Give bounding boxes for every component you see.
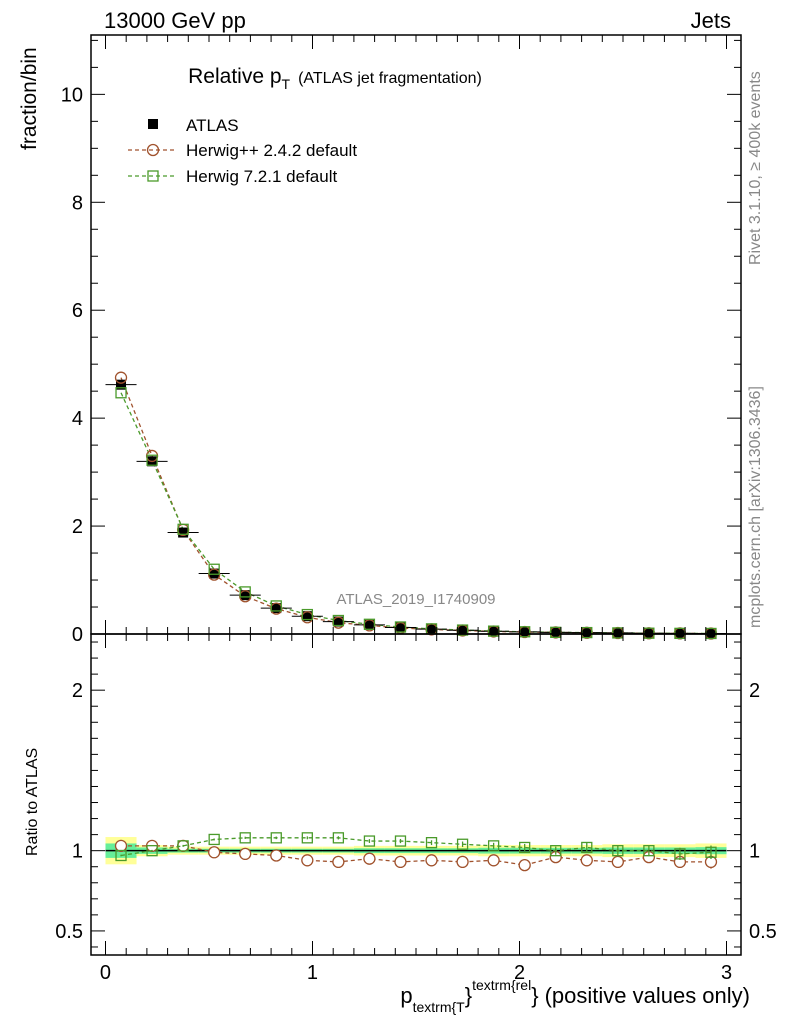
herwig7-point-2 [177,523,189,535]
herwig7-point-0 [115,387,127,399]
herwig7-point-6 [301,608,313,621]
ratio-herwig7-point-0 [115,849,127,862]
ratio-herwig7-point-10 [425,837,438,849]
herwig7-point-1 [146,454,158,466]
ratio-herwig7-point-6 [301,832,313,844]
ratio-ytick-label-right-0: 0.5 [749,921,777,943]
atlas-point-15 [581,627,592,638]
ratio-herwig7-point-14 [550,845,562,857]
analysis-watermark: ATLAS_2019_I1740909 [336,591,495,608]
ratio-herwigpp-point-3 [208,846,221,859]
ratio-herwig7-point-4 [239,832,251,844]
legend-herwig7-marker [147,170,159,182]
header-energy: 13000 GeV pp [104,8,246,33]
mcplots-label: mcplots.cern.ch [arXiv:1306.3436] [747,386,764,628]
atlas-point-13 [519,626,530,637]
atlas-point-17 [643,628,654,639]
ratio-herwig7-point-16 [612,845,624,857]
atlas-point-12 [488,626,499,637]
ratio-herwigpp-point-16 [611,855,624,869]
header-process: Jets [691,8,731,33]
ratio-xtick-label-0: 0 [100,962,111,984]
ratio-herwig7-point-5 [270,832,282,844]
main-series-line-1 [120,377,711,635]
ratio-herwig7-point-12 [487,840,500,852]
main-title: Relative pT (ATLAS jet fragmentation) [188,65,482,92]
ratio-herwig7-point-9 [394,835,407,847]
herwig7-point-3 [208,563,220,575]
atlas-point-6 [302,611,313,622]
herwig7-point-4 [239,586,251,598]
ratio-ytick-label-left-2: 2 [72,680,83,702]
ratio-herwig7-point-18 [674,848,686,860]
ratio-herwigpp-point-0 [114,839,128,853]
herwig7-point-8 [363,618,376,630]
ratio-herwigpp-point-8 [363,852,376,865]
ratio-ytick-label-left-1: 1 [72,841,83,863]
ratio-herwig7-point-1 [146,845,158,857]
ratio-ytick-label-right-2: 2 [749,680,760,702]
atlas-point-5 [271,603,282,614]
herwig7-point-9 [394,621,407,633]
ratio-herwig7-point-7 [332,832,345,844]
atlas-point-16 [612,627,623,638]
ratio-herwigpp-point-6 [301,854,314,867]
main-ytick-label-2: 4 [72,408,83,430]
ratio-herwig7-point-8 [363,835,376,847]
atlas-point-14 [550,627,561,638]
ratio-ytick-label-left-0: 0.5 [55,921,83,943]
atlas-point-2 [178,527,189,538]
main-ylabel: fraction/bin [18,47,41,150]
atlas-point-10 [426,624,437,635]
atlas-point-3 [209,568,220,579]
ratio-herwigpp-point-11 [456,855,469,869]
legend-herwigpp-marker [146,143,160,157]
legend-atlas-marker [148,119,158,129]
rivet-label: Rivet 3.1.10, ≥ 400k events [747,71,764,265]
herwigpp-point-0 [114,371,128,384]
ratio-herwig7-point-11 [456,838,469,850]
atlas-point-0 [116,379,127,390]
ratio-herwig7-point-13 [519,841,531,854]
ratio-herwig7-point-17 [643,845,655,857]
atlas-point-9 [395,622,406,633]
main-ytick-label-5: 10 [61,84,83,106]
ratio-herwigpp-point-4 [239,847,252,861]
ratio-herwigpp-point-12 [487,854,500,867]
main-ytick-label-0: 0 [72,624,83,646]
legend-atlas-label: ATLAS [186,116,239,135]
ratio-xtick-label-1: 1 [307,962,318,984]
main-ytick-label-3: 6 [72,300,83,322]
ratio-frame [90,633,742,956]
ratio-herwigpp-point-5 [270,849,283,862]
herwig7-point-7 [332,614,345,627]
ratio-herwig7-point-19 [705,846,717,858]
ratio-herwigpp-point-13 [518,858,531,872]
ratio-herwigpp-point-10 [425,854,438,867]
herwig7-point-5 [270,600,282,612]
legend-herwig7-label: Herwig 7.2.1 default [186,167,337,186]
ratio-xlabel: ptextrm{T}textrm{rel} (positive values on… [400,977,750,1015]
atlas-point-8 [364,619,375,630]
ratio-xtick-label-2: 2 [514,962,525,984]
legend: ATLAS Herwig++ 2.4.2 default Herwig 7.2.… [128,116,357,186]
legend-herwigpp-label: Herwig++ 2.4.2 default [186,141,357,160]
ratio-herwig7-point-2 [177,840,189,852]
main-ytick-label-4: 8 [72,192,83,214]
main-ytick-label-1: 2 [72,516,83,538]
ratio-herwig7-point-3 [208,833,220,846]
ratio-xtick-label-3: 3 [721,962,732,984]
ratio-ytick-label-right-1: 1 [749,841,760,863]
ratio-herwig7-point-15 [581,841,593,854]
atlas-point-4 [240,590,251,601]
atlas-point-7 [333,616,344,627]
ratio-herwigpp-point-7 [332,855,345,869]
atlas-point-11 [457,625,468,636]
ratio-ylabel: Ratio to ATLAS [24,748,41,856]
ratio-herwigpp-point-15 [580,854,593,867]
ratio-herwigpp-point-9 [394,855,407,869]
